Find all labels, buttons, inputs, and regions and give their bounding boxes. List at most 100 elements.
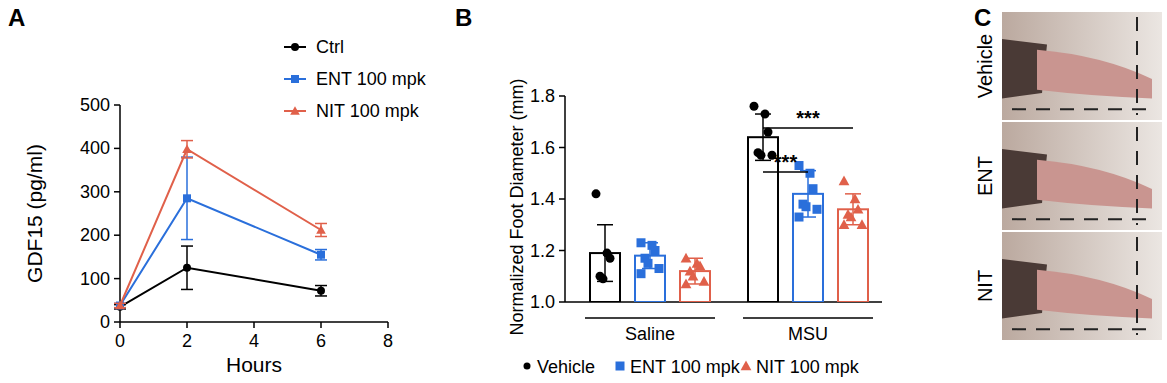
legend-marker: [291, 43, 299, 51]
legend-label: NIT 100 mpk: [316, 101, 420, 121]
data-point: [764, 128, 773, 137]
x-axis-label: Hours: [226, 353, 282, 376]
legend-label: NIT 100 mpk: [756, 357, 860, 377]
data-point: [750, 102, 759, 111]
legend-marker: [290, 106, 300, 115]
legend-label: Vehicle: [537, 357, 595, 377]
error-bar: [800, 171, 816, 217]
y-tick-label: 1.8: [530, 86, 555, 106]
y-tick-label: 200: [80, 225, 110, 245]
data-point: [637, 269, 646, 278]
y-tick-label: 0: [100, 312, 110, 332]
x-tick: [186, 322, 188, 328]
y-tick: [559, 198, 565, 200]
x-tick-label: MSU: [788, 324, 828, 344]
y-tick: [559, 250, 565, 252]
y-tick-label: 100: [80, 269, 110, 289]
panel-b: B 1.0 1.2 1.4 1.6 1.8Normalized Foot Diameter…: [455, 4, 882, 377]
figure: A010020030040050002468HoursGDF15 (pg/ml)…: [0, 0, 1167, 383]
error-bar: [687, 258, 703, 284]
panel-label: C: [974, 4, 991, 31]
error-bar: [181, 157, 193, 239]
y-tick: [114, 104, 120, 106]
panel-label: A: [8, 4, 25, 31]
legend-label: ENT 100 mpk: [316, 69, 427, 89]
y-tick: [114, 321, 120, 323]
legend-label: Ctrl: [316, 37, 344, 57]
x-tick-label: 8: [383, 331, 393, 351]
plot-area: [114, 141, 327, 311]
data-point: [644, 259, 653, 268]
group-line: [585, 317, 715, 319]
error-bar: [642, 243, 658, 269]
data-point: [853, 204, 864, 214]
data-point: [688, 271, 699, 281]
data-point: [606, 254, 615, 263]
significance-label: ***: [796, 107, 820, 129]
panel-c: C Vehicle ENT NIT: [974, 4, 1162, 340]
error-bar: [315, 223, 327, 236]
y-tick-label: 1.4: [530, 189, 555, 209]
panel-label: B: [455, 4, 472, 31]
x-tick: [253, 322, 255, 328]
legend-marker: [291, 75, 299, 83]
data-point: [809, 184, 818, 193]
y-tick: [559, 301, 565, 303]
photo: [1002, 232, 1162, 340]
x-tick-label: 6: [316, 331, 326, 351]
x-tick-label: Saline: [625, 324, 675, 344]
y-tick-label: 1.6: [530, 138, 555, 158]
y-tick: [114, 148, 120, 150]
legend-marker: [616, 362, 625, 371]
series-line: [120, 268, 321, 307]
data-point: [850, 194, 861, 204]
y-tick: [114, 191, 120, 193]
photo: [1002, 12, 1162, 120]
data-point: [846, 212, 857, 222]
legend-marker: [741, 361, 752, 371]
photo-label: Vehicle: [974, 34, 996, 99]
data-point: [316, 225, 326, 234]
y-tick: [114, 234, 120, 236]
data-point: [651, 246, 660, 255]
error-bar: [315, 250, 327, 260]
data-point: [802, 202, 811, 211]
data-point: [183, 194, 191, 202]
data-point: [183, 264, 191, 272]
data-point: [813, 205, 822, 214]
photo: [1002, 122, 1162, 230]
y-axis: [119, 105, 121, 322]
x-tick: [320, 322, 322, 328]
series-line: [120, 149, 321, 305]
error-bar: [597, 225, 613, 282]
y-tick-label: 400: [80, 138, 110, 158]
data-point: [592, 189, 601, 198]
data-point: [317, 251, 325, 259]
y-tick-label: 500: [80, 95, 110, 115]
photo-label: NIT: [974, 270, 996, 302]
y-tick-label: 300: [80, 182, 110, 202]
x-tick-label: 2: [182, 331, 192, 351]
legend-label: ENT 100 mpk: [630, 357, 741, 377]
x-tick: [387, 322, 389, 328]
error-bar: [181, 141, 193, 158]
x-tick-label: 0: [115, 331, 125, 351]
series-line: [120, 198, 321, 305]
plot-area: [590, 102, 868, 302]
error-bar: [181, 246, 193, 289]
significance-label: ***: [774, 151, 798, 173]
y-tick-label: 1.2: [530, 241, 555, 261]
y-tick-label: 1.0: [530, 292, 555, 312]
panel-a: A010020030040050002468HoursGDF15 (pg/ml)…: [8, 4, 427, 376]
y-tick: [559, 95, 565, 97]
data-point: [839, 176, 850, 186]
data-point: [317, 287, 325, 295]
data-point: [757, 151, 766, 160]
error-bar: [755, 114, 771, 160]
error-bar: [315, 286, 327, 296]
y-tick: [114, 278, 120, 280]
y-axis-label: Normalized Foot Diameter (mm): [507, 78, 527, 335]
x-tick-label: 4: [249, 331, 259, 351]
data-point: [695, 261, 706, 271]
photo-label: ENT: [974, 156, 996, 196]
